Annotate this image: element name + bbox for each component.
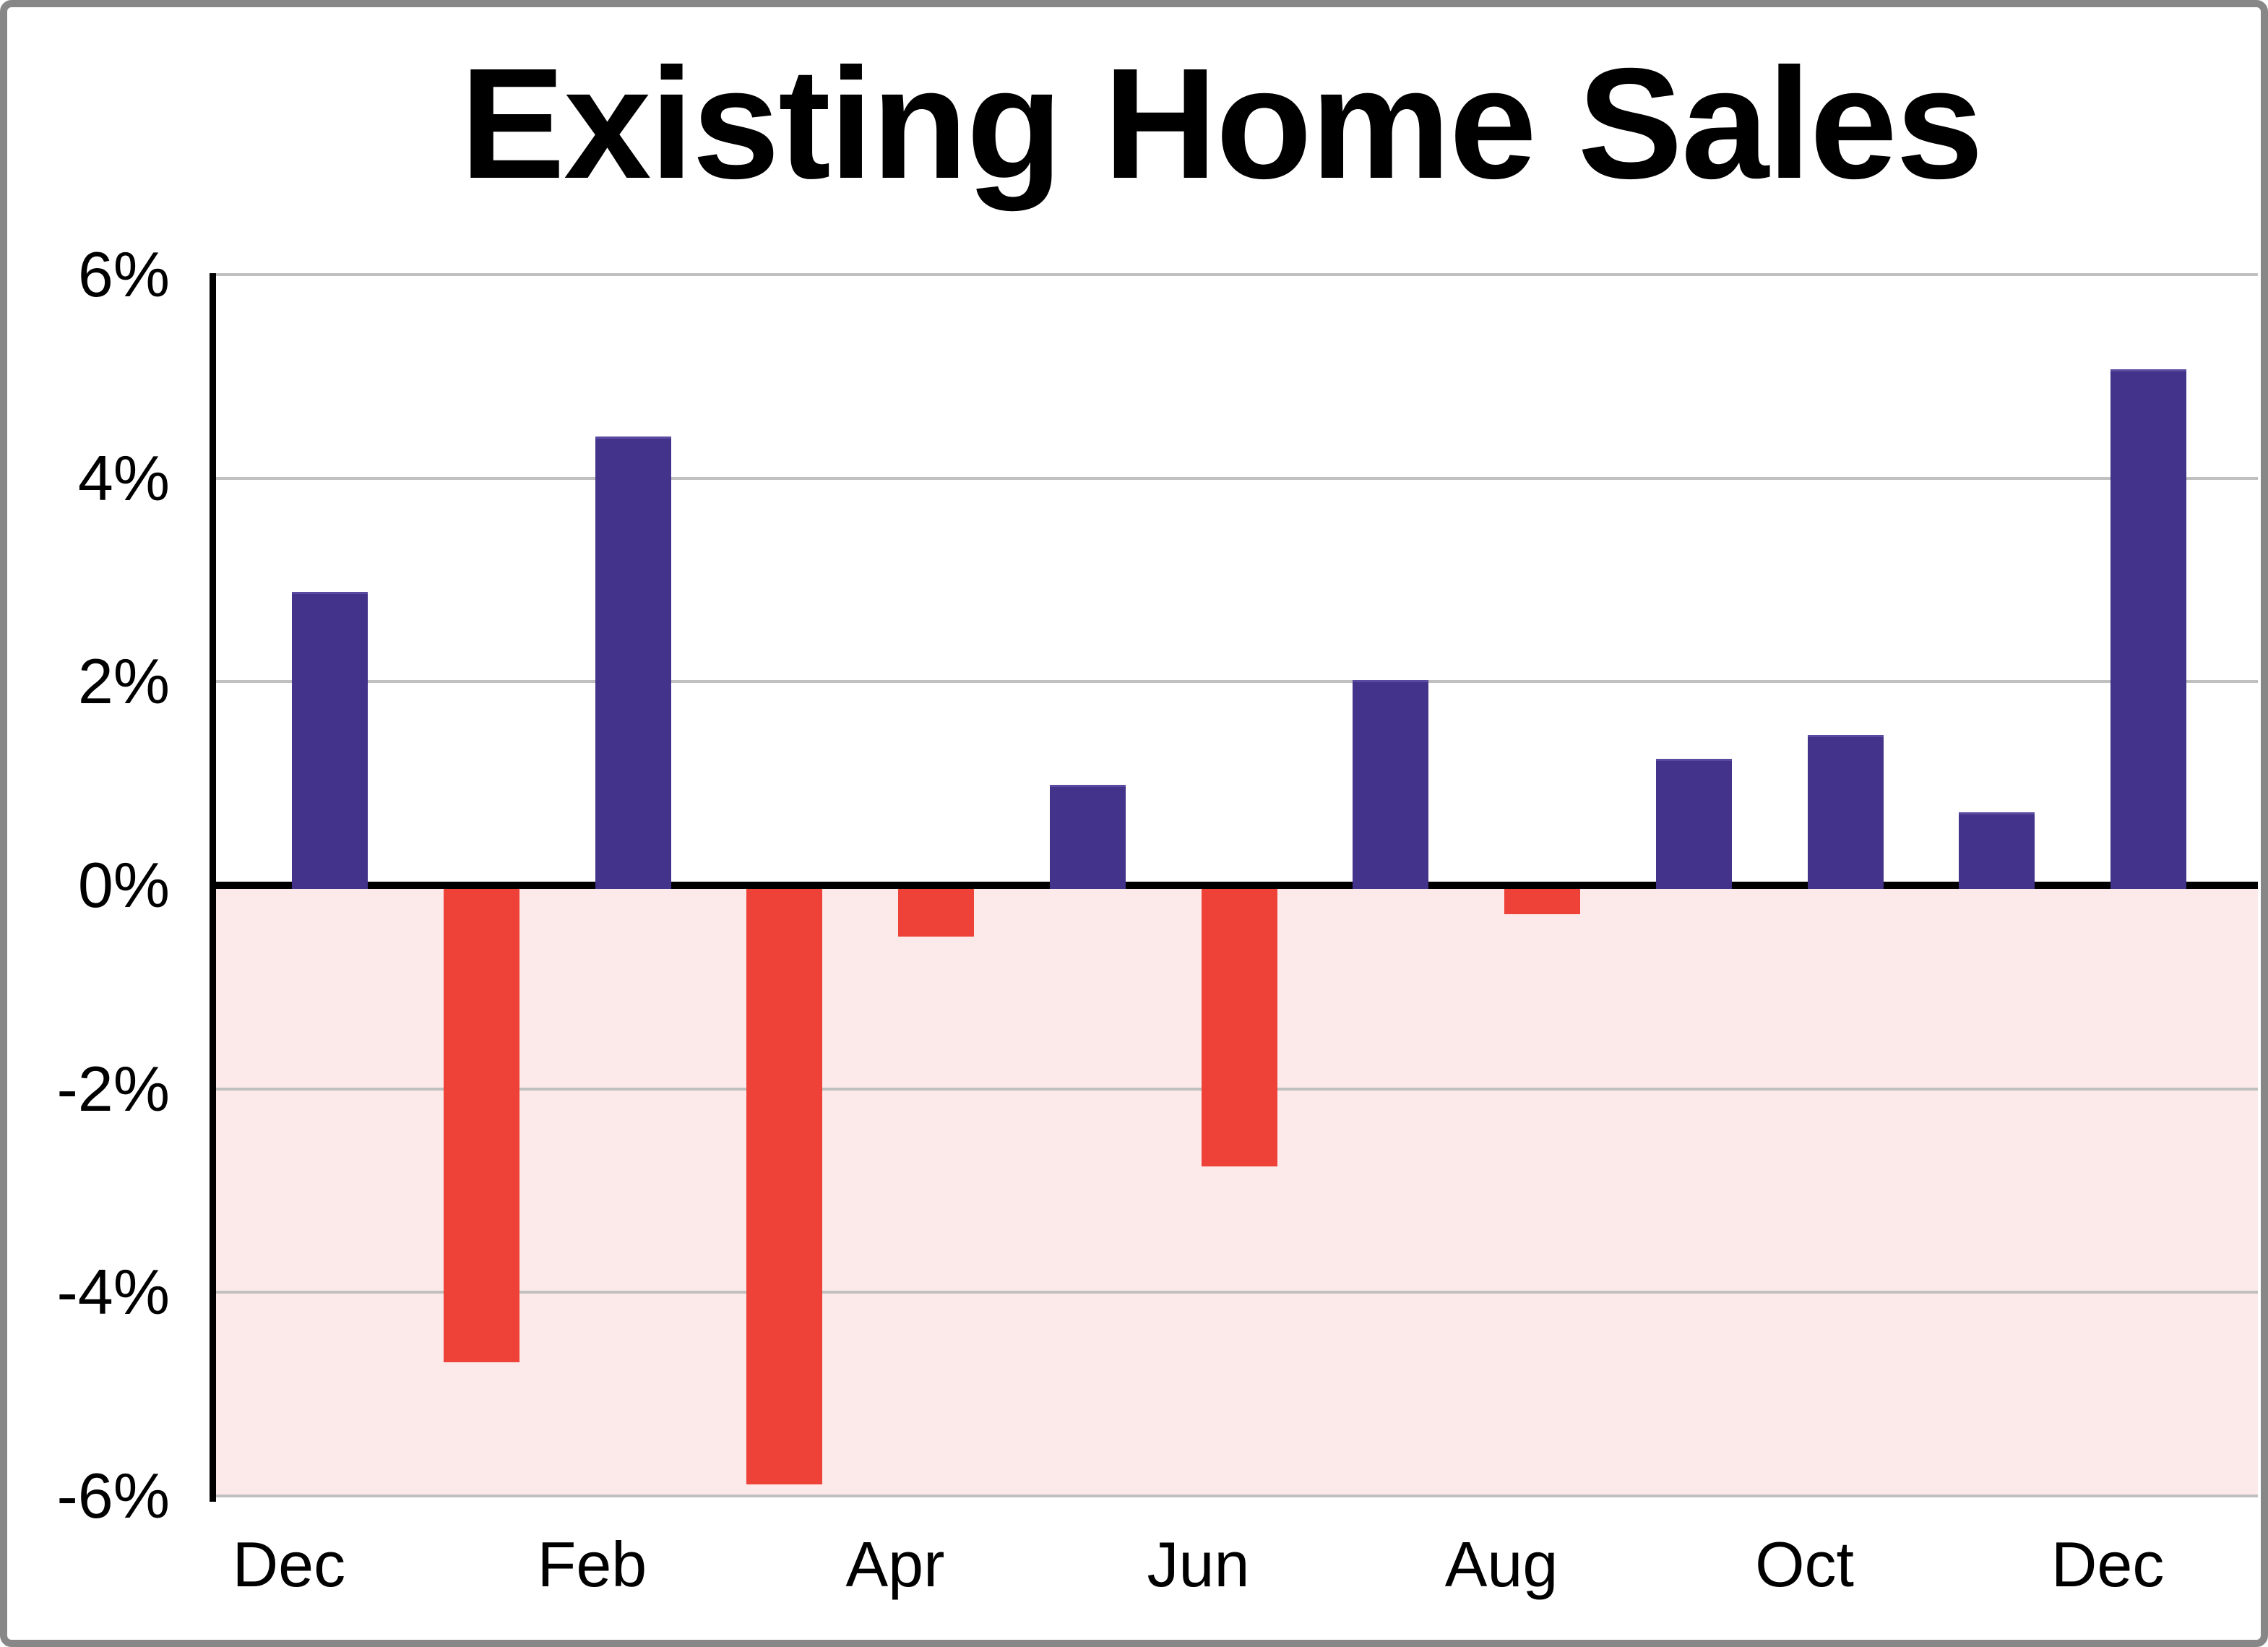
bar-jun-6 xyxy=(1201,889,1277,1167)
zero-baseline xyxy=(213,882,2258,889)
y-tick-label--6%: -6% xyxy=(56,1460,171,1531)
x-tick-label-feb-2: Feb xyxy=(537,1528,647,1600)
x-tick-label-dec-0: Dec xyxy=(232,1528,346,1600)
gridline-4 xyxy=(213,476,2258,480)
x-tick-label-apr-4: Apr xyxy=(845,1528,945,1600)
bar-dec-0 xyxy=(292,592,368,889)
plot-area xyxy=(213,273,2258,1497)
bar-feb-2 xyxy=(595,436,671,889)
y-axis-tick-labels: 6% 4% 2% 0% -2% -4% -6% xyxy=(14,238,195,1531)
bar-sep-9 xyxy=(1655,759,1732,889)
y-tick-label-2%: 2% xyxy=(77,645,170,718)
y-axis-line xyxy=(210,273,216,1502)
bar-aug-8 xyxy=(1504,889,1581,915)
bar-apr-4 xyxy=(898,889,975,937)
bar-may-5 xyxy=(1049,784,1126,889)
x-tick-label-aug-8: Aug xyxy=(1444,1528,1558,1600)
y-tick-label--2%: -2% xyxy=(56,1052,171,1124)
y-tick-label-6%: 6% xyxy=(77,238,170,310)
y-tick-label--4%: -4% xyxy=(56,1256,171,1328)
y-tick-label-0%: 0% xyxy=(77,849,170,921)
bar-nov-11 xyxy=(1959,812,2035,889)
gridline--4 xyxy=(213,1291,2258,1294)
bar-jan-1 xyxy=(443,889,519,1362)
x-tick-label-oct-10: Oct xyxy=(1755,1528,1855,1600)
x-tick-label-dec-12: Dec xyxy=(2051,1528,2165,1600)
gridline-6 xyxy=(213,273,2258,276)
bar-mar-3 xyxy=(746,889,823,1484)
x-tick-label-jun-6: Jun xyxy=(1147,1528,1250,1600)
chart-title: Existing Home Sales xyxy=(460,36,1983,212)
bar-oct-10 xyxy=(1807,734,1884,889)
bar-jul-7 xyxy=(1353,679,1429,889)
gridline-2 xyxy=(213,680,2258,684)
y-tick-label-4%: 4% xyxy=(77,442,170,514)
bar-dec-12 xyxy=(2110,369,2187,889)
x-axis-tick-labels: Dec Feb Apr Jun Aug Oct Dec xyxy=(213,1525,2258,1612)
gridline--6 xyxy=(213,1495,2258,1497)
